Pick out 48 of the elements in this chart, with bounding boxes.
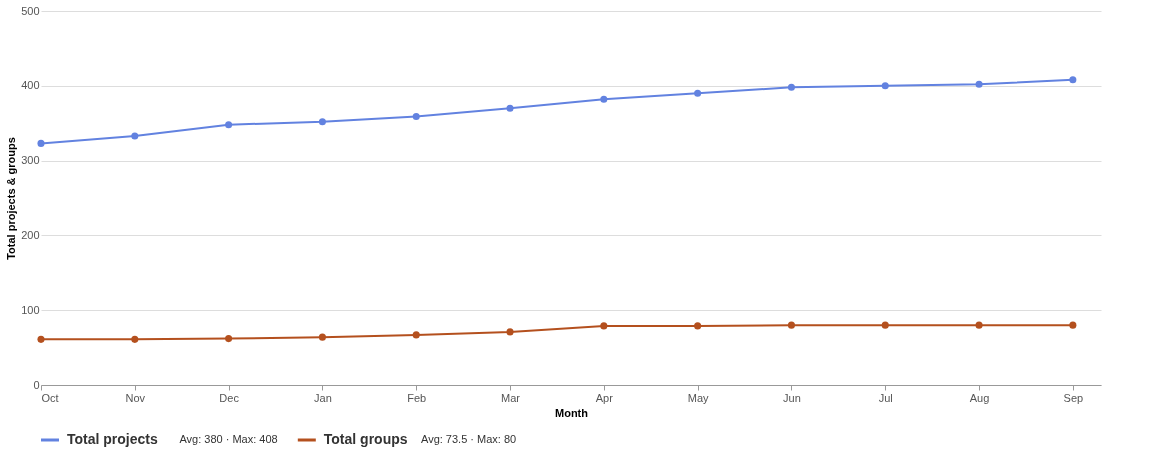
point <box>881 82 889 90</box>
point <box>1069 321 1077 329</box>
y-tick-label: 500 <box>21 4 40 17</box>
point <box>318 118 326 126</box>
x-tick-label: May <box>687 391 710 404</box>
x-tick-label: Nov <box>125 391 146 404</box>
point <box>225 335 233 343</box>
x-tick-label: Jan <box>314 391 332 404</box>
x-tick-label: Aug <box>969 391 990 404</box>
x-tick-label: Apr <box>595 391 614 404</box>
x-axis-title: Month <box>555 406 589 419</box>
y-tick-label: 100 <box>21 303 40 316</box>
x-tick-label: Jun <box>783 391 801 404</box>
x-tick-label: Feb <box>407 391 427 404</box>
y-tick-label: 300 <box>21 154 40 167</box>
point <box>37 335 45 343</box>
point <box>318 333 326 341</box>
point <box>131 335 139 343</box>
point <box>37 139 45 147</box>
point <box>975 321 983 329</box>
point <box>694 322 702 330</box>
point <box>600 95 608 103</box>
point <box>600 322 608 330</box>
point <box>787 321 795 329</box>
y-tick-label: 200 <box>21 228 40 241</box>
point <box>506 328 514 336</box>
y-axis-title: Total projects & groups <box>5 137 18 260</box>
y-tick-label: 400 <box>21 79 40 92</box>
point <box>1069 76 1077 84</box>
x-tick-label: Sep <box>1063 391 1084 404</box>
x-tick-label: Dec <box>219 391 240 404</box>
point <box>881 321 889 329</box>
legend-label: Total groups <box>323 431 408 447</box>
point <box>412 112 420 120</box>
point <box>131 132 139 140</box>
y-tick-label: 0 <box>33 378 40 391</box>
point <box>412 331 420 339</box>
point <box>694 89 702 97</box>
point <box>225 121 233 129</box>
point <box>787 83 795 91</box>
x-tick-label: Jul <box>878 391 893 404</box>
text: Avg: 73.5 · Max: 80 <box>421 433 517 445</box>
x-tick-label: Mar <box>501 391 521 404</box>
point <box>975 80 983 88</box>
legend-label: Total projects <box>67 431 158 447</box>
text: Avg: 380 · Max: 408 <box>179 433 278 445</box>
x-tick-label: Oct <box>41 391 59 404</box>
point <box>506 104 514 112</box>
